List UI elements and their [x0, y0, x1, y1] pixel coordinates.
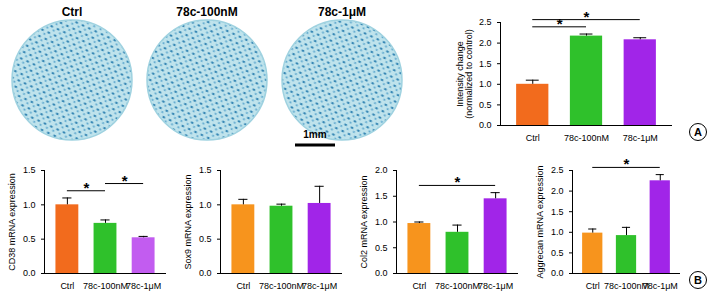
svg-text:78c-100nM: 78c-100nM	[604, 280, 649, 291]
svg-text:*: *	[455, 173, 461, 190]
svg-text:Col2 mRNA expression: Col2 mRNA expression	[359, 175, 369, 268]
html-text:B: B	[694, 274, 702, 286]
svg-text:CD38 mRNA expression: CD38 mRNA expression	[7, 173, 17, 271]
svg-text:*: *	[624, 155, 630, 172]
svg-text:2.5: 2.5	[551, 165, 564, 175]
svg-text:0.5: 0.5	[551, 248, 564, 258]
svg-text:0.5: 0.5	[375, 243, 388, 253]
svg-text:1.0: 1.0	[23, 200, 36, 210]
svg-text:1.0: 1.0	[479, 79, 492, 89]
svg-text:0.0: 0.0	[479, 120, 492, 130]
svg-text:*: *	[122, 172, 128, 189]
svg-text:Ctrl: Ctrl	[412, 281, 426, 291]
svg-text:78c-1μM: 78c-1μM	[643, 281, 678, 291]
svg-text:78c-100nM: 78c-100nM	[176, 5, 237, 19]
svg-text:Ctrl: Ctrl	[586, 281, 600, 291]
svg-text:0.5: 0.5	[23, 234, 36, 244]
svg-text:0.5: 0.5	[199, 234, 212, 244]
svg-text:2.0: 2.0	[551, 186, 564, 196]
svg-text:1mm: 1mm	[303, 129, 326, 140]
svg-text:78c-100nM: 78c-100nM	[435, 281, 480, 291]
svg-text:*: *	[584, 8, 590, 25]
svg-text:2.5: 2.5	[479, 17, 492, 27]
svg-text:0.5: 0.5	[479, 100, 492, 110]
svg-text:Ctrl: Ctrl	[62, 5, 83, 19]
svg-text:1.0: 1.0	[199, 200, 212, 210]
svg-text:78c-1μM: 78c-1μM	[478, 281, 513, 291]
svg-text:2.0: 2.0	[479, 38, 492, 48]
svg-text:Ctrl: Ctrl	[526, 133, 540, 143]
svg-text:1.5: 1.5	[551, 207, 564, 217]
svg-text:Ctrl: Ctrl	[236, 281, 250, 291]
svg-text:1.5: 1.5	[199, 165, 212, 175]
svg-text:78c-1μM: 78c-1μM	[623, 133, 658, 143]
svg-text:*: *	[557, 15, 563, 32]
svg-text:Aggrecan mRNA expression: Aggrecan mRNA expression	[535, 165, 545, 278]
svg-text:1.5: 1.5	[479, 59, 492, 69]
svg-text:*: *	[84, 179, 90, 196]
html-text:A: A	[694, 126, 702, 138]
svg-text:0.0: 0.0	[375, 268, 388, 278]
svg-text:1.0: 1.0	[375, 217, 388, 227]
svg-text:1.0: 1.0	[551, 227, 564, 237]
svg-text:78c-1μM: 78c-1μM	[302, 281, 337, 291]
svg-text:1.5: 1.5	[375, 191, 388, 201]
svg-text:1.5: 1.5	[23, 165, 36, 175]
svg-text:78c-100nM: 78c-100nM	[83, 281, 128, 291]
svg-text:78c-100nM: 78c-100nM	[259, 281, 304, 291]
svg-text:Sox9 mRNA expression: Sox9 mRNA expression	[183, 174, 193, 269]
svg-text:0.0: 0.0	[551, 268, 564, 278]
svg-text:0.0: 0.0	[23, 268, 36, 278]
svg-text:2.0: 2.0	[375, 165, 388, 175]
svg-text:Intensity change(normalized to: Intensity change(normalized to control)	[455, 29, 474, 119]
svg-text:78c-1μM: 78c-1μM	[126, 281, 161, 291]
svg-text:0.0: 0.0	[199, 268, 212, 278]
svg-text:78c-100nM: 78c-100nM	[564, 133, 609, 143]
svg-text:78c-1μM: 78c-1μM	[318, 5, 366, 19]
svg-text:Ctrl: Ctrl	[60, 281, 74, 291]
